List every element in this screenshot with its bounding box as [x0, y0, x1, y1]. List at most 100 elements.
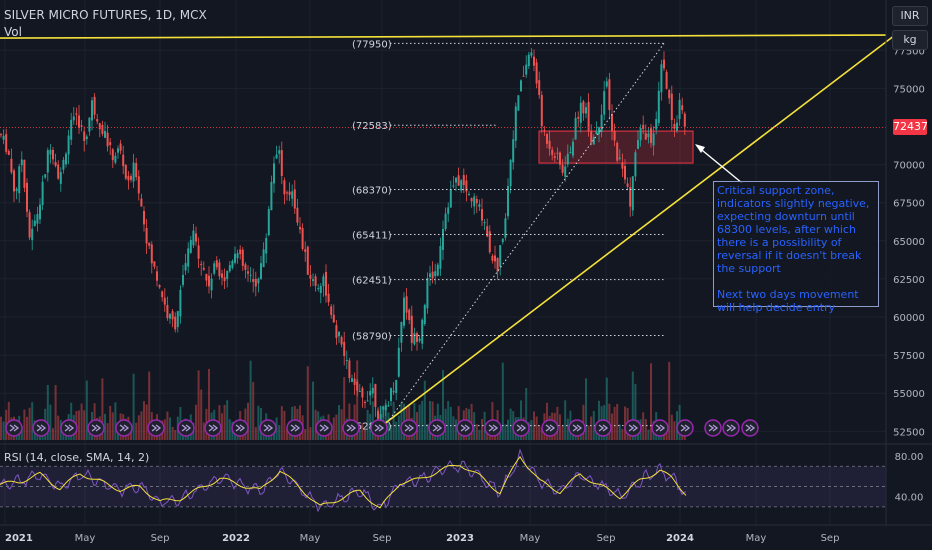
- rsi-tick-label: 80.00: [895, 452, 924, 463]
- candle-body: [88, 117, 91, 132]
- candle-body: [104, 130, 106, 138]
- candle-body: [49, 149, 52, 155]
- candle-body: [228, 265, 231, 272]
- candle-body: [416, 333, 418, 342]
- candle-body: [184, 263, 187, 271]
- volume-bar: [137, 415, 140, 440]
- candle-body: [288, 191, 291, 195]
- candle-body: [556, 152, 559, 154]
- event-marker-icon: [460, 424, 471, 432]
- candle-body: [119, 143, 122, 151]
- candle-body: [28, 212, 31, 238]
- volume-bar: [195, 404, 197, 440]
- candle-body: [366, 400, 369, 402]
- candle-body: [93, 96, 96, 115]
- candle-body: [387, 405, 390, 407]
- candle-body: [431, 271, 434, 279]
- candle-body: [41, 181, 44, 206]
- volume-bar: [145, 404, 148, 440]
- candle-body: [117, 148, 119, 153]
- volume-bar: [361, 422, 364, 440]
- candle-body: [647, 133, 650, 138]
- candle-body: [65, 153, 67, 165]
- candle-body: [618, 157, 621, 160]
- volume-bar: [78, 410, 80, 440]
- volume-bar: [397, 415, 400, 440]
- time-tick-label: 2024: [666, 533, 694, 544]
- candle-body: [434, 271, 437, 277]
- volume-bar: [223, 404, 226, 440]
- volume-bar: [2, 421, 5, 440]
- candle-body: [670, 93, 673, 120]
- candle-body: [54, 162, 57, 166]
- fib-level-label: (72583): [352, 121, 392, 132]
- candle-body: [499, 245, 502, 267]
- volume-bar: [135, 422, 138, 440]
- candle-body: [582, 101, 585, 114]
- candle-body: [249, 274, 252, 276]
- volume-bar: [673, 421, 676, 440]
- candle-body: [101, 125, 104, 134]
- candle-body: [418, 338, 421, 341]
- annotation-text-1: Critical support zone, indicators slight…: [717, 184, 870, 275]
- candle-body: [421, 319, 424, 344]
- candle-body: [587, 101, 590, 131]
- event-marker-icon: [516, 424, 527, 432]
- volume-bar: [283, 410, 286, 440]
- candle-body: [637, 140, 639, 149]
- unit-button[interactable]: kg: [892, 30, 928, 50]
- candle-body: [166, 304, 169, 319]
- fib-level-label: (58790): [352, 331, 392, 342]
- volume-bar: [595, 429, 598, 440]
- candle-body: [273, 163, 275, 184]
- candle-body: [673, 123, 676, 129]
- candle-body: [223, 277, 226, 282]
- event-marker-icon: [488, 424, 499, 432]
- volume-bar: [54, 385, 57, 440]
- price-tick-label: 57500: [893, 351, 925, 362]
- volume-bar: [7, 401, 10, 440]
- volume-bar: [106, 423, 109, 440]
- volume-bar: [384, 403, 387, 440]
- candle-body: [348, 360, 351, 379]
- event-marker-icon: [151, 424, 162, 432]
- volume-bar: [525, 388, 528, 440]
- volume-bar: [338, 405, 340, 440]
- candle-body: [382, 406, 385, 410]
- candle-body: [452, 185, 455, 187]
- candle-body: [124, 164, 127, 179]
- currency-button[interactable]: INR: [892, 6, 928, 26]
- candle-body: [319, 285, 322, 293]
- volume-bar: [540, 427, 543, 440]
- resistance-line: [0, 34, 887, 39]
- candle-body: [189, 240, 192, 253]
- candle-body: [598, 127, 600, 134]
- candle-body: [413, 333, 416, 345]
- volume-bar: [611, 413, 613, 440]
- candle-body: [176, 311, 179, 328]
- volume-bar: [304, 428, 307, 440]
- candle-body: [473, 196, 476, 207]
- candle-body: [353, 378, 356, 385]
- annotation-text-2: Next two days movement will help decide …: [717, 288, 859, 314]
- candle-body: [491, 255, 494, 261]
- candle-body: [210, 278, 213, 291]
- volume-bar: [332, 417, 335, 440]
- time-tick-label: Sep: [821, 533, 840, 544]
- candle-body: [70, 119, 73, 140]
- candle-body: [405, 296, 408, 313]
- candle-body: [356, 381, 359, 391]
- volume-bar: [226, 400, 229, 440]
- candle-body: [457, 175, 460, 186]
- annotation-arrow: [696, 145, 743, 184]
- volume-label: Vol: [4, 25, 22, 39]
- candle-body: [36, 214, 39, 224]
- candle-body: [195, 233, 197, 242]
- candle-body: [668, 89, 671, 99]
- candle-body: [262, 249, 265, 268]
- candle-body: [520, 80, 522, 92]
- volume-bar: [257, 405, 260, 440]
- candle-body: [525, 64, 528, 75]
- volume-bar: [358, 429, 361, 440]
- volume-bar: [26, 416, 28, 440]
